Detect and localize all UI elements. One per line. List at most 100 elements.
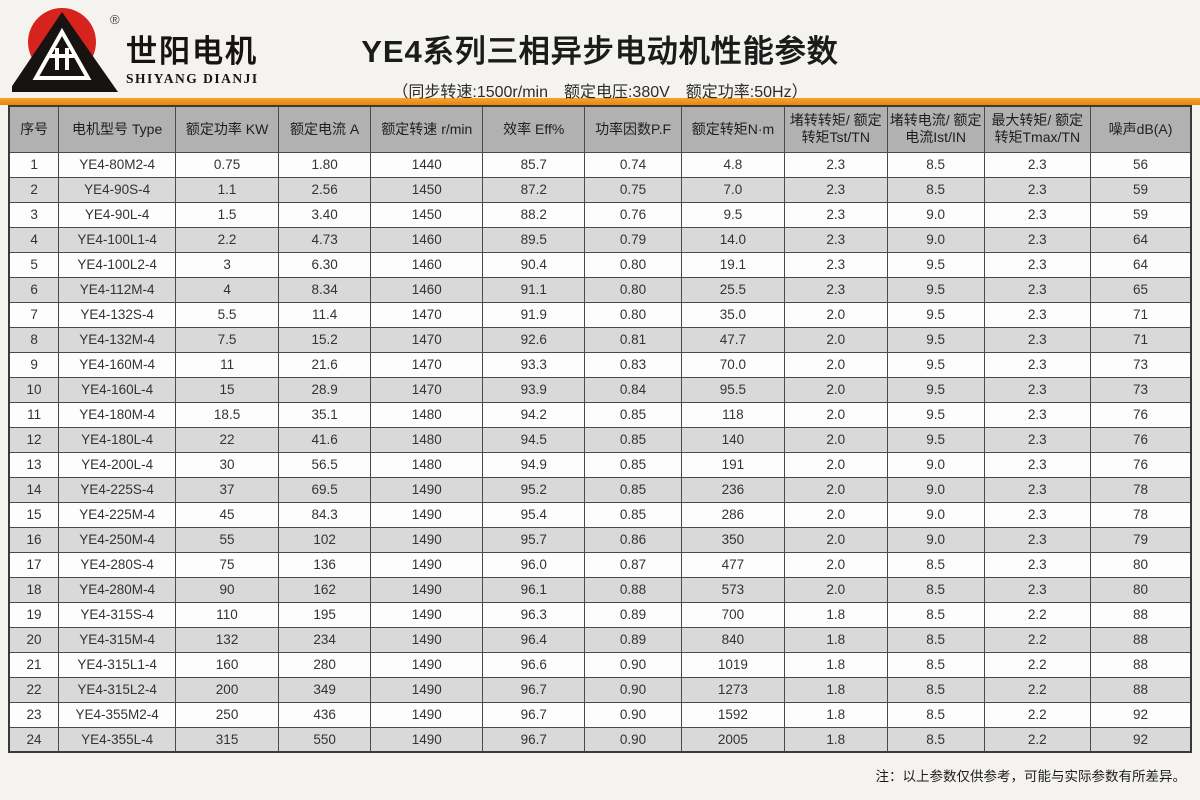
table-row: 9 YE4-160M-4 11 21.6 1470 93.3 0.83 70.0 2.0 9.5 2… bbox=[8, 351, 1192, 378]
table-cell: 8.5 bbox=[886, 151, 985, 178]
table-cell: YE4-80M2-4 bbox=[58, 151, 177, 178]
table-cell: 8.5 bbox=[886, 551, 985, 578]
table-cell: 14 bbox=[8, 476, 60, 503]
table-cell: 41.6 bbox=[277, 426, 372, 453]
table-cell: 5.5 bbox=[175, 301, 279, 328]
table-row: 19 YE4-315S-4 110 195 1490 96.3 0.89 700 1.8 8.5 2… bbox=[8, 601, 1192, 628]
table-cell: 4 bbox=[175, 276, 279, 303]
table-cell: YE4-280S-4 bbox=[58, 551, 177, 578]
table-cell: 25.5 bbox=[681, 276, 785, 303]
table-cell: 19 bbox=[8, 601, 60, 628]
table-cell: 9.0 bbox=[886, 501, 985, 528]
table-cell: 35.0 bbox=[681, 301, 785, 328]
table-cell: 78 bbox=[1089, 476, 1192, 503]
table-cell: 11 bbox=[8, 401, 60, 428]
table-cell: 2.3 bbox=[983, 476, 1091, 503]
table-cell: 73 bbox=[1089, 351, 1192, 378]
table-cell: 9.5 bbox=[886, 276, 985, 303]
table-cell: 1.8 bbox=[783, 651, 888, 678]
table-cell: 65 bbox=[1089, 276, 1192, 303]
table-cell: YE4-90S-4 bbox=[58, 176, 177, 203]
column-header: 最大转矩/ 额定转矩Tmax/TN bbox=[983, 105, 1091, 153]
table-cell: 1490 bbox=[370, 526, 484, 553]
table-cell: 59 bbox=[1089, 201, 1192, 228]
table-cell: 71 bbox=[1089, 326, 1192, 353]
table-cell: 92.6 bbox=[482, 326, 586, 353]
table-cell: 1450 bbox=[370, 176, 484, 203]
table-cell: 0.75 bbox=[175, 151, 279, 178]
table-cell: 2.3 bbox=[983, 276, 1091, 303]
table-row: 11 YE4-180M-4 18.5 35.1 1480 94.2 0.85 118 2.0 9.… bbox=[8, 401, 1192, 428]
table-row: 12 YE4-180L-4 22 41.6 1480 94.5 0.85 140 2.0 9.5 2… bbox=[8, 426, 1192, 453]
table-cell: 0.90 bbox=[584, 701, 683, 728]
table-cell: 8.5 bbox=[886, 176, 985, 203]
table-cell: 0.87 bbox=[584, 551, 683, 578]
table-cell: 0.75 bbox=[584, 176, 683, 203]
table-cell: 22 bbox=[175, 426, 279, 453]
table-cell: YE4-225M-4 bbox=[58, 501, 177, 528]
table-cell: 0.85 bbox=[584, 476, 683, 503]
table-cell: 22 bbox=[8, 676, 60, 703]
table-cell: 1.80 bbox=[277, 151, 372, 178]
table-cell: 2.3 bbox=[783, 151, 888, 178]
title-block: YE4系列三相异步电动机性能参数 （同步转速:1500r/min 额定电压:38… bbox=[0, 0, 1200, 102]
table-cell: 0.79 bbox=[584, 226, 683, 253]
table-cell: 2.0 bbox=[783, 401, 888, 428]
table-cell: 69.5 bbox=[277, 476, 372, 503]
table-cell: 9.0 bbox=[886, 226, 985, 253]
table-cell: 9.5 bbox=[886, 376, 985, 403]
column-header: 额定转速 r/min bbox=[370, 105, 484, 153]
table-cell: 9.5 bbox=[886, 301, 985, 328]
table-cell: YE4-180M-4 bbox=[58, 401, 177, 428]
table-cell: 93.3 bbox=[482, 351, 586, 378]
table-cell: 80 bbox=[1089, 551, 1192, 578]
column-header: 堵转转矩/ 额定转矩Tst/TN bbox=[783, 105, 888, 153]
table-header-row: 序号 电机型号 Type 额定功率 KW 额定电流 A 额定转速 r/min 效率 Eff… bbox=[8, 105, 1192, 153]
table-cell: 96.7 bbox=[482, 676, 586, 703]
table-cell: 2.3 bbox=[983, 401, 1091, 428]
table-cell: 90.4 bbox=[482, 251, 586, 278]
table-cell: 0.90 bbox=[584, 676, 683, 703]
table-cell: YE4-355L-4 bbox=[58, 726, 177, 753]
table-cell: 1490 bbox=[370, 476, 484, 503]
table-cell: 94.2 bbox=[482, 401, 586, 428]
table-cell: 162 bbox=[277, 576, 372, 603]
table-cell: YE4-355M2-4 bbox=[58, 701, 177, 728]
column-header: 堵转电流/ 额定电流Ist/IN bbox=[886, 105, 985, 153]
table-row: 10 YE4-160L-4 15 28.9 1470 93.9 0.84 95.5 2.0 9.5… bbox=[8, 376, 1192, 403]
table-cell: 64 bbox=[1089, 226, 1192, 253]
table-cell: 2.3 bbox=[983, 451, 1091, 478]
table-cell: 18.5 bbox=[175, 401, 279, 428]
table-cell: 2.0 bbox=[783, 376, 888, 403]
table-cell: 200 bbox=[175, 676, 279, 703]
table-cell: 0.85 bbox=[584, 451, 683, 478]
table-cell: 2.0 bbox=[783, 501, 888, 528]
table-cell: 9.5 bbox=[886, 326, 985, 353]
table-cell: 88 bbox=[1089, 626, 1192, 653]
table-row: 22 YE4-315L2-4 200 349 1490 96.7 0.90 1273 1.8 8.… bbox=[8, 676, 1192, 703]
table-cell: 0.86 bbox=[584, 526, 683, 553]
table-cell: YE4-132S-4 bbox=[58, 301, 177, 328]
table-cell: 95.4 bbox=[482, 501, 586, 528]
table-cell: 0.74 bbox=[584, 151, 683, 178]
table-cell: 2.2 bbox=[983, 651, 1091, 678]
table-cell: 8.5 bbox=[886, 726, 985, 753]
table-cell: 2.3 bbox=[983, 351, 1091, 378]
table-cell: YE4-112M-4 bbox=[58, 276, 177, 303]
table-row: 23 YE4-355M2-4 250 436 1490 96.7 0.90 1592 1.8 8.… bbox=[8, 701, 1192, 728]
table-cell: 21.6 bbox=[277, 351, 372, 378]
table-cell: 9.5 bbox=[886, 426, 985, 453]
table-cell: 28.9 bbox=[277, 376, 372, 403]
table-row: 24 YE4-355L-4 315 550 1490 96.7 0.90 2005 1.8 8.5… bbox=[8, 726, 1192, 753]
table-cell: 94.5 bbox=[482, 426, 586, 453]
registered-trademark-symbol: ® bbox=[110, 12, 120, 27]
table-cell: 2.0 bbox=[783, 351, 888, 378]
table-cell: 1490 bbox=[370, 726, 484, 753]
table-cell: 4.8 bbox=[681, 151, 785, 178]
table-cell: 2.0 bbox=[783, 476, 888, 503]
table-cell: 191 bbox=[681, 451, 785, 478]
table-cell: 1.8 bbox=[783, 701, 888, 728]
table-cell: 76 bbox=[1089, 451, 1192, 478]
table-cell: 1490 bbox=[370, 676, 484, 703]
table-cell: 2.2 bbox=[983, 601, 1091, 628]
